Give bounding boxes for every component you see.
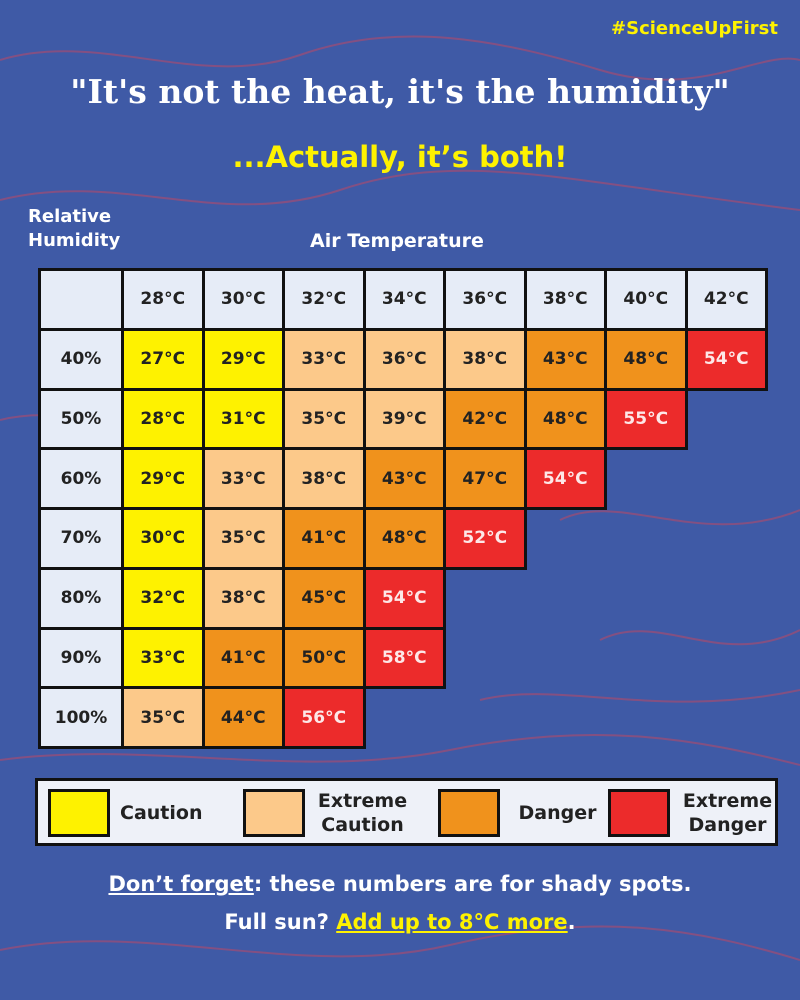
heat-cell: 58°C [362, 626, 446, 690]
heat-cell: 48°C [604, 327, 688, 391]
heat-cell: 38°C [443, 327, 527, 391]
heat-cell: 48°C [362, 507, 446, 570]
heat-cell: 32°C [121, 566, 205, 630]
heat-index-table: 28°C 30°C 32°C 34°C 36°C 38°C 40°C 42°C 40% 27°C 2… [38, 268, 768, 749]
row-header: 90% [38, 626, 124, 690]
footer-text: Full sun? [224, 910, 337, 934]
heat-cell: 38°C [201, 566, 285, 630]
subtitle: ...Actually, it’s both! [232, 140, 568, 174]
legend-label: Danger [518, 802, 597, 824]
heat-cell: 48°C [523, 387, 607, 451]
heat-cell: 45°C [282, 566, 366, 630]
heat-cell: 33°C [201, 447, 285, 510]
column-header: 32°C [282, 268, 366, 331]
row-header: 40% [38, 327, 124, 391]
row-header: 100% [38, 686, 124, 749]
heat-cell: 43°C [523, 327, 607, 391]
heat-cell: 29°C [201, 327, 285, 391]
row-axis-label: Relative Humidity [28, 206, 121, 251]
heat-cell: 35°C [121, 686, 205, 749]
heat-cell: 54°C [684, 327, 768, 391]
footer-line: Full sun? Add up to 8°C more. [0, 910, 800, 934]
legend-item: Extreme Danger [608, 789, 778, 837]
row-header: 70% [38, 507, 124, 570]
heat-cell: 33°C [282, 327, 366, 391]
heat-cell: 43°C [362, 447, 446, 510]
column-axis-label: Air Temperature [310, 230, 484, 252]
heat-cell: 31°C [201, 387, 285, 451]
heat-cell: 39°C [362, 387, 446, 451]
footer-text: . [567, 910, 576, 934]
heat-cell: 56°C [282, 686, 366, 749]
heat-cell: 33°C [121, 626, 205, 690]
heat-cell: 35°C [201, 507, 285, 570]
column-header: 40°C [604, 268, 688, 331]
legend-item: Danger [438, 789, 608, 837]
heat-cell: 35°C [282, 387, 366, 451]
legend-swatch [608, 789, 670, 837]
column-header: 36°C [443, 268, 527, 331]
column-header: 42°C [684, 268, 768, 331]
legend-label: Extreme Danger [682, 790, 773, 836]
column-header: 28°C [121, 268, 205, 331]
heat-cell: 38°C [282, 447, 366, 510]
row-header: 50% [38, 387, 124, 451]
heat-cell: 54°C [362, 566, 446, 630]
heat-cell: 47°C [443, 447, 527, 510]
heat-cell: 44°C [201, 686, 285, 749]
row-header: 60% [38, 447, 124, 510]
legend-swatch [438, 789, 500, 837]
heat-cell: 27°C [121, 327, 205, 391]
column-header: 34°C [362, 268, 446, 331]
footer-line: Don’t forget: these numbers are for shad… [0, 872, 800, 896]
legend-item: Caution [48, 789, 228, 837]
row-header: 80% [38, 566, 124, 630]
footer-link: Add up to 8°C more [336, 910, 568, 934]
heat-cell: 29°C [121, 447, 205, 510]
corner-cell [38, 268, 124, 331]
legend-swatch [48, 789, 110, 837]
heat-cell: 41°C [282, 507, 366, 570]
heat-cell: 36°C [362, 327, 446, 391]
heat-cell: 41°C [201, 626, 285, 690]
legend-label: Extreme Caution [317, 790, 408, 836]
heat-cell: 42°C [443, 387, 527, 451]
heat-cell: 54°C [523, 447, 607, 510]
legend-swatch [243, 789, 305, 837]
hashtag: #ScienceUpFirst [611, 18, 778, 39]
legend: Caution Extreme Caution Danger Extreme Dang… [35, 778, 778, 846]
column-header: 38°C [523, 268, 607, 331]
legend-item: Extreme Caution [243, 789, 413, 837]
legend-label: Caution [120, 802, 203, 824]
heat-cell: 30°C [121, 507, 205, 570]
heat-cell: 55°C [604, 387, 688, 451]
heat-cell: 52°C [443, 507, 527, 570]
heat-cell: 28°C [121, 387, 205, 451]
heat-cell: 50°C [282, 626, 366, 690]
footer-text: : these numbers are for shady spots. [253, 872, 692, 896]
title: "It's not the heat, it's the humidity" [70, 72, 730, 111]
column-header: 30°C [201, 268, 285, 331]
footer-emphasis: Don’t forget [108, 872, 254, 896]
